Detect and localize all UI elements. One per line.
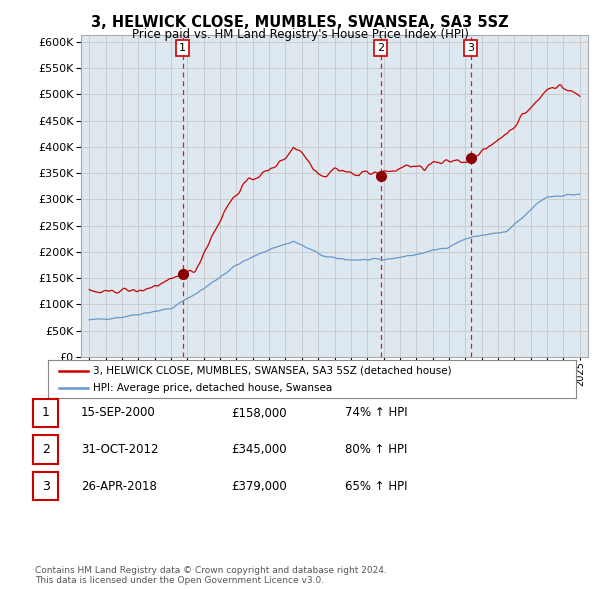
Text: 15-SEP-2000: 15-SEP-2000 [81, 407, 156, 419]
Text: HPI: Average price, detached house, Swansea: HPI: Average price, detached house, Swan… [93, 383, 332, 392]
Text: 3: 3 [467, 43, 474, 53]
Text: 2: 2 [41, 443, 50, 456]
Text: 3, HELWICK CLOSE, MUMBLES, SWANSEA, SA3 5SZ: 3, HELWICK CLOSE, MUMBLES, SWANSEA, SA3 … [91, 15, 509, 30]
Text: 1: 1 [41, 407, 50, 419]
Text: 74% ↑ HPI: 74% ↑ HPI [345, 407, 407, 419]
Text: 80% ↑ HPI: 80% ↑ HPI [345, 443, 407, 456]
Text: £158,000: £158,000 [231, 407, 287, 419]
Text: 26-APR-2018: 26-APR-2018 [81, 480, 157, 493]
Text: Contains HM Land Registry data © Crown copyright and database right 2024.
This d: Contains HM Land Registry data © Crown c… [35, 566, 386, 585]
Text: Price paid vs. HM Land Registry's House Price Index (HPI): Price paid vs. HM Land Registry's House … [131, 28, 469, 41]
Text: 1: 1 [179, 43, 186, 53]
Text: 65% ↑ HPI: 65% ↑ HPI [345, 480, 407, 493]
Text: 3, HELWICK CLOSE, MUMBLES, SWANSEA, SA3 5SZ (detached house): 3, HELWICK CLOSE, MUMBLES, SWANSEA, SA3 … [93, 366, 452, 375]
Text: £345,000: £345,000 [231, 443, 287, 456]
Text: £379,000: £379,000 [231, 480, 287, 493]
Text: 3: 3 [41, 480, 50, 493]
Text: 2: 2 [377, 43, 385, 53]
Text: 31-OCT-2012: 31-OCT-2012 [81, 443, 158, 456]
